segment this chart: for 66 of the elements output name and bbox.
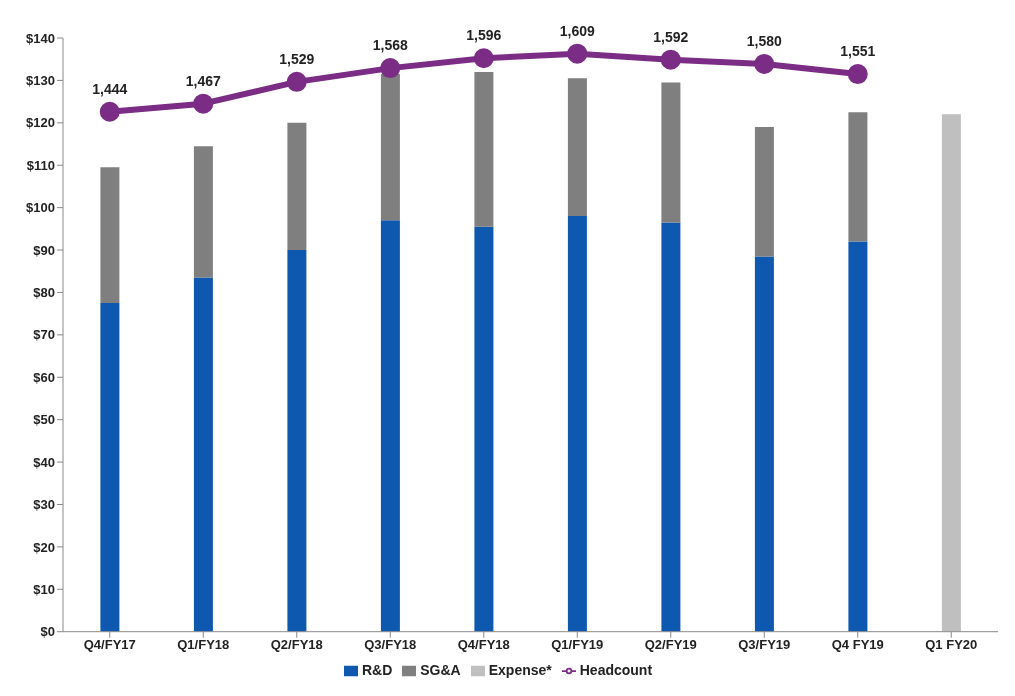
- bar: [100, 303, 120, 632]
- y-tick-label: $70: [33, 327, 55, 343]
- bar: [661, 82, 681, 223]
- y-tick-label: $80: [33, 285, 55, 301]
- point: [660, 49, 681, 70]
- data-label: 1,467: [185, 72, 221, 89]
- x-tick-label: Q3/FY19: [738, 636, 791, 652]
- point: [286, 71, 307, 92]
- bar: [661, 222, 681, 632]
- y-tick-label: $140: [26, 30, 55, 46]
- x-tick-label: Q4 FY19: [831, 636, 884, 652]
- data-label: 1,596: [466, 27, 502, 44]
- x-tick-label: Q2/FY18: [270, 636, 323, 652]
- y-tick-label: $0: [40, 624, 55, 640]
- bar: [567, 216, 587, 632]
- point: [567, 43, 588, 64]
- x-tick-label: Q1 FY20: [925, 636, 978, 652]
- legend-label: Expense*: [488, 661, 552, 678]
- bar: [193, 277, 213, 632]
- bar: [941, 114, 961, 632]
- data-label: 1,444: [92, 80, 128, 97]
- y-tick-label: $100: [26, 200, 55, 216]
- point: [193, 93, 214, 114]
- data-label: 1,580: [746, 32, 782, 49]
- y-tick-label: $20: [33, 539, 55, 555]
- y-tick-label: $30: [33, 497, 55, 513]
- point: [473, 48, 494, 69]
- data-label: 1,568: [372, 37, 408, 54]
- y-tick-label: $110: [26, 157, 55, 173]
- bar: [380, 74, 400, 221]
- legend-label: R&D: [361, 661, 393, 678]
- bar: [567, 78, 587, 217]
- y-tick-label: $120: [26, 115, 55, 131]
- x-tick-label: Q2/FY19: [644, 636, 697, 652]
- data-label: 1,609: [559, 22, 595, 39]
- data-label: 1,592: [653, 28, 689, 45]
- bar: [474, 226, 494, 632]
- bar: [380, 220, 400, 632]
- bar: [754, 256, 774, 632]
- bar: [100, 167, 120, 304]
- y-tick-label: $90: [33, 242, 55, 258]
- point: [99, 101, 120, 122]
- point: [847, 64, 868, 85]
- point: [380, 58, 401, 79]
- y-tick-label: $130: [26, 73, 55, 89]
- data-label: 1,529: [279, 50, 315, 67]
- x-tick-label: Q1/FY19: [551, 636, 604, 652]
- bar: [193, 146, 213, 278]
- legend-label: Headcount: [579, 661, 653, 678]
- y-tick-label: $10: [33, 581, 55, 597]
- y-tick-label: $50: [33, 412, 55, 428]
- bar: [287, 122, 307, 251]
- bar: [754, 127, 774, 257]
- y-tick-label: $40: [33, 454, 55, 470]
- legend-label: SG&A: [420, 661, 461, 678]
- point: [754, 53, 775, 74]
- bar: [848, 112, 868, 242]
- y-tick-label: $60: [33, 369, 55, 385]
- bar: [848, 241, 868, 632]
- bar: [287, 250, 307, 632]
- x-tick-label: Q1/FY18: [177, 636, 230, 652]
- x-tick-label: Q4/FY18: [457, 636, 510, 652]
- data-label: 1,551: [840, 43, 876, 60]
- bar: [474, 71, 494, 227]
- x-tick-label: Q3/FY18: [364, 636, 417, 652]
- x-tick-label: Q4/FY17: [83, 636, 136, 652]
